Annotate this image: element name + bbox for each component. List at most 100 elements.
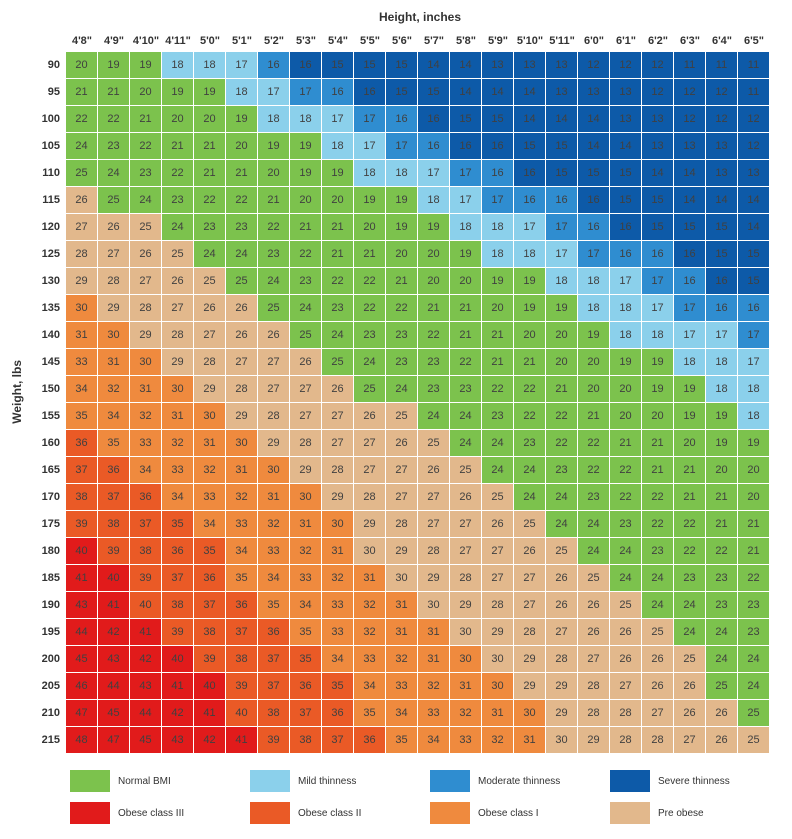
bmi-cell: 12 — [578, 52, 609, 78]
bmi-cell: 13 — [578, 79, 609, 105]
bmi-cell: 26 — [610, 646, 641, 672]
bmi-cell: 20 — [130, 79, 161, 105]
bmi-cell: 19 — [642, 349, 673, 375]
bmi-cell: 26 — [706, 727, 737, 753]
bmi-cell: 16 — [482, 160, 513, 186]
bmi-cell: 24 — [130, 187, 161, 213]
bmi-cell: 38 — [290, 727, 321, 753]
bmi-cell: 16 — [674, 268, 705, 294]
table-row: 2726252423232221212019191818171716161515… — [66, 214, 770, 241]
bmi-cell: 26 — [450, 484, 481, 510]
bmi-cell: 36 — [226, 592, 257, 618]
bmi-cell: 34 — [258, 565, 289, 591]
bmi-cell: 42 — [194, 727, 225, 753]
bmi-cell: 30 — [546, 727, 577, 753]
bmi-cell: 32 — [386, 646, 417, 672]
bmi-cell: 26 — [290, 349, 321, 375]
bmi-cell: 12 — [738, 106, 769, 132]
bmi-cell: 16 — [610, 241, 641, 267]
bmi-cell: 14 — [738, 214, 769, 240]
bmi-cell: 24 — [98, 160, 129, 186]
bmi-cell: 33 — [354, 646, 385, 672]
column-header: 6'4" — [706, 30, 738, 52]
bmi-cell: 45 — [130, 727, 161, 753]
bmi-cell: 31 — [290, 511, 321, 537]
bmi-cell: 29 — [418, 565, 449, 591]
column-header: 5'4" — [322, 30, 354, 52]
bmi-cell: 44 — [66, 619, 97, 645]
bmi-cell: 37 — [290, 700, 321, 726]
legend-item: Obese class I — [430, 802, 600, 824]
bmi-cell: 22 — [386, 295, 417, 321]
bmi-cell: 38 — [130, 538, 161, 564]
bmi-cell: 28 — [162, 322, 193, 348]
bmi-cell: 20 — [258, 160, 289, 186]
bmi-cell: 26 — [642, 673, 673, 699]
row-header: 180 — [28, 538, 66, 565]
column-header: 5'8" — [450, 30, 482, 52]
legend-label: Obese class I — [478, 808, 539, 819]
bmi-cell: 20 — [642, 403, 673, 429]
row-header: 160 — [28, 430, 66, 457]
bmi-cell: 27 — [482, 538, 513, 564]
bmi-cell: 37 — [258, 673, 289, 699]
bmi-cell: 29 — [354, 511, 385, 537]
column-header: 5'10" — [514, 30, 546, 52]
bmi-cell: 26 — [98, 214, 129, 240]
bmi-cell: 14 — [738, 187, 769, 213]
bmi-cell: 23 — [706, 565, 737, 591]
bmi-cell: 18 — [290, 106, 321, 132]
bmi-cell: 25 — [226, 268, 257, 294]
bmi-cell: 17 — [354, 133, 385, 159]
bmi-cell: 18 — [514, 241, 545, 267]
bmi-cell: 27 — [514, 565, 545, 591]
bmi-cell: 15 — [706, 214, 737, 240]
bmi-cell: 23 — [386, 322, 417, 348]
bmi-cell: 27 — [418, 511, 449, 537]
bmi-cell: 30 — [450, 619, 481, 645]
bmi-cell: 29 — [450, 592, 481, 618]
bmi-cell: 24 — [322, 322, 353, 348]
bmi-cell: 21 — [578, 403, 609, 429]
bmi-cell: 21 — [226, 160, 257, 186]
bmi-cell: 45 — [66, 646, 97, 672]
bmi-cell: 27 — [194, 322, 225, 348]
row-header: 140 — [28, 322, 66, 349]
bmi-cell: 30 — [514, 700, 545, 726]
bmi-cell: 30 — [290, 484, 321, 510]
legend-label: Mild thinness — [298, 776, 356, 787]
legend-swatch — [250, 770, 290, 792]
bmi-cell: 14 — [450, 52, 481, 78]
table-row: 4745444241403837363534333231302928282726… — [66, 700, 770, 727]
bmi-cell: 26 — [674, 700, 705, 726]
bmi-cell: 27 — [386, 484, 417, 510]
bmi-cell: 19 — [130, 52, 161, 78]
bmi-cell: 36 — [98, 457, 129, 483]
bmi-cell: 41 — [98, 592, 129, 618]
bmi-cell: 20 — [290, 187, 321, 213]
bmi-cell: 21 — [98, 79, 129, 105]
bmi-cell: 17 — [706, 322, 737, 348]
bmi-cell: 20 — [546, 349, 577, 375]
bmi-cell: 25 — [322, 349, 353, 375]
bmi-cell: 21 — [258, 187, 289, 213]
bmi-cell: 34 — [226, 538, 257, 564]
table-row: 4847454342413938373635343332313029282827… — [66, 727, 770, 754]
bmi-cell: 28 — [226, 376, 257, 402]
bmi-cell: 19 — [514, 268, 545, 294]
row-header: 205 — [28, 673, 66, 700]
bmi-cell: 21 — [642, 457, 673, 483]
legend-swatch — [430, 802, 470, 824]
bmi-cell: 11 — [706, 52, 737, 78]
row-header: 135 — [28, 295, 66, 322]
row-header: 165 — [28, 457, 66, 484]
bmi-cell: 16 — [418, 133, 449, 159]
bmi-cell: 18 — [546, 268, 577, 294]
bmi-cell: 18 — [738, 403, 769, 429]
bmi-cell: 24 — [386, 376, 417, 402]
bmi-cell: 25 — [706, 673, 737, 699]
bmi-cell: 31 — [98, 349, 129, 375]
bmi-cell: 18 — [578, 295, 609, 321]
bmi-cell: 18 — [226, 79, 257, 105]
bmi-cell: 27 — [322, 403, 353, 429]
